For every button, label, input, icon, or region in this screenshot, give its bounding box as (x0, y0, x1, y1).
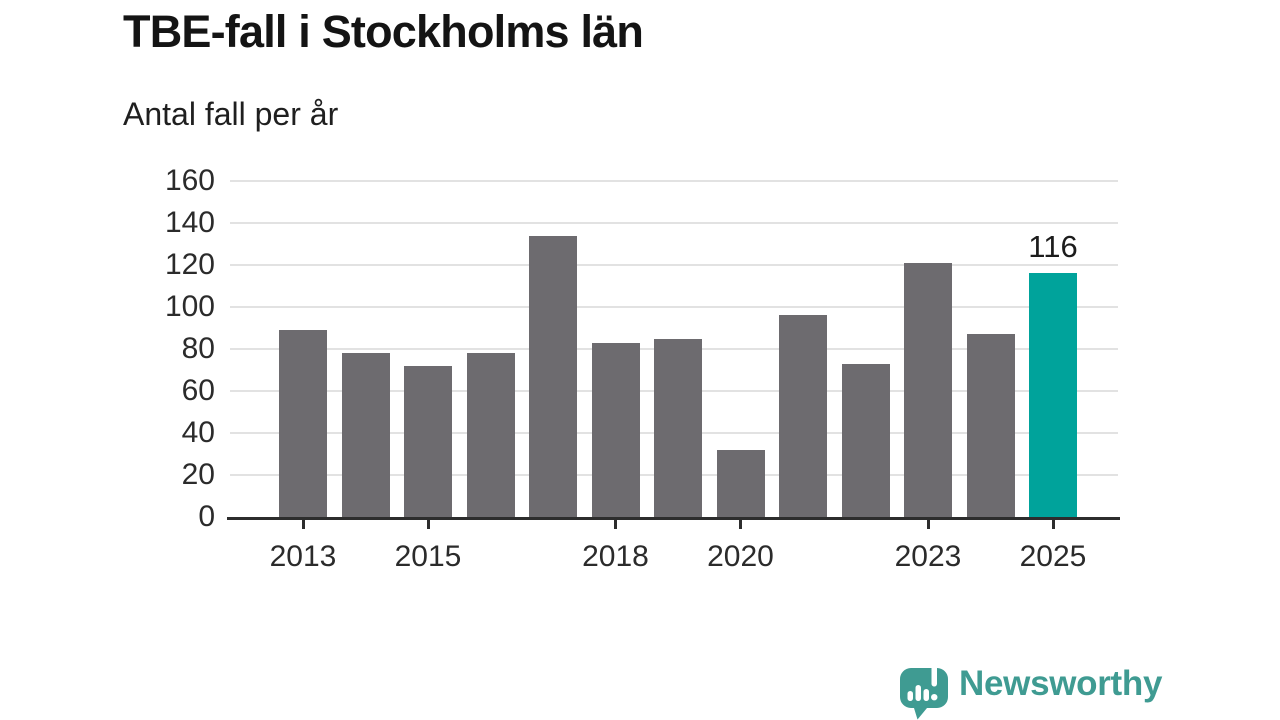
bar-2022 (841, 363, 890, 517)
x-tick-2015 (426, 520, 430, 529)
x-tick-2018 (614, 520, 617, 529)
bar-2020 (716, 449, 765, 517)
x-tick-2020 (739, 520, 742, 529)
bar-2016 (466, 353, 515, 517)
x-tick-label-2023: 2023 (894, 540, 962, 573)
y-tick-label-160: 160 (164, 164, 215, 197)
y-tick-label-80: 80 (181, 332, 215, 365)
x-tick-label-2013: 2013 (269, 540, 337, 573)
bar-2025 (1029, 273, 1077, 517)
y-tick-label-0: 0 (198, 500, 215, 533)
brand-name: Newsworthy (959, 664, 1163, 703)
x-tick-label-2015: 2015 (394, 540, 462, 573)
bar-2019 (654, 338, 702, 517)
bar-2017 (529, 235, 577, 517)
y-tick-label-120: 120 (164, 248, 215, 281)
highlight-value-label: 116 (1028, 229, 1078, 265)
x-tick-2013 (301, 520, 305, 529)
x-tick-label-2020: 2020 (707, 540, 774, 573)
bar-2024 (966, 334, 1015, 517)
y-tick-label-140: 140 (164, 206, 215, 239)
plot-area: 116 (230, 180, 1118, 517)
chart-title: TBE-fall i Stockholms län (123, 6, 644, 57)
y-tick-label-20: 20 (181, 458, 215, 491)
x-tick-2025 (1051, 520, 1055, 529)
bar-2021 (779, 315, 827, 517)
newsworthy-logo-icon (900, 665, 948, 720)
bar-2014 (341, 353, 390, 517)
y-tick-label-40: 40 (181, 416, 215, 449)
bar-2013 (279, 330, 327, 517)
brand-footer: Newsworthy (900, 662, 1162, 720)
gridline-140 (230, 222, 1118, 224)
gridline-100 (230, 306, 1118, 308)
bar-2015 (404, 365, 452, 517)
x-tick-label-2018: 2018 (582, 540, 649, 573)
bar-2023 (904, 262, 952, 517)
bar-2018 (591, 342, 640, 517)
x-tick-label-2025: 2025 (1019, 540, 1087, 573)
chart-subtitle: Antal fall per år (123, 96, 339, 132)
y-tick-label-60: 60 (181, 374, 215, 407)
y-tick-label-100: 100 (164, 290, 215, 323)
gridline-160 (230, 180, 1118, 182)
x-tick-2023 (926, 520, 930, 529)
x-axis-line (227, 517, 1120, 520)
gridline-120 (230, 264, 1118, 266)
